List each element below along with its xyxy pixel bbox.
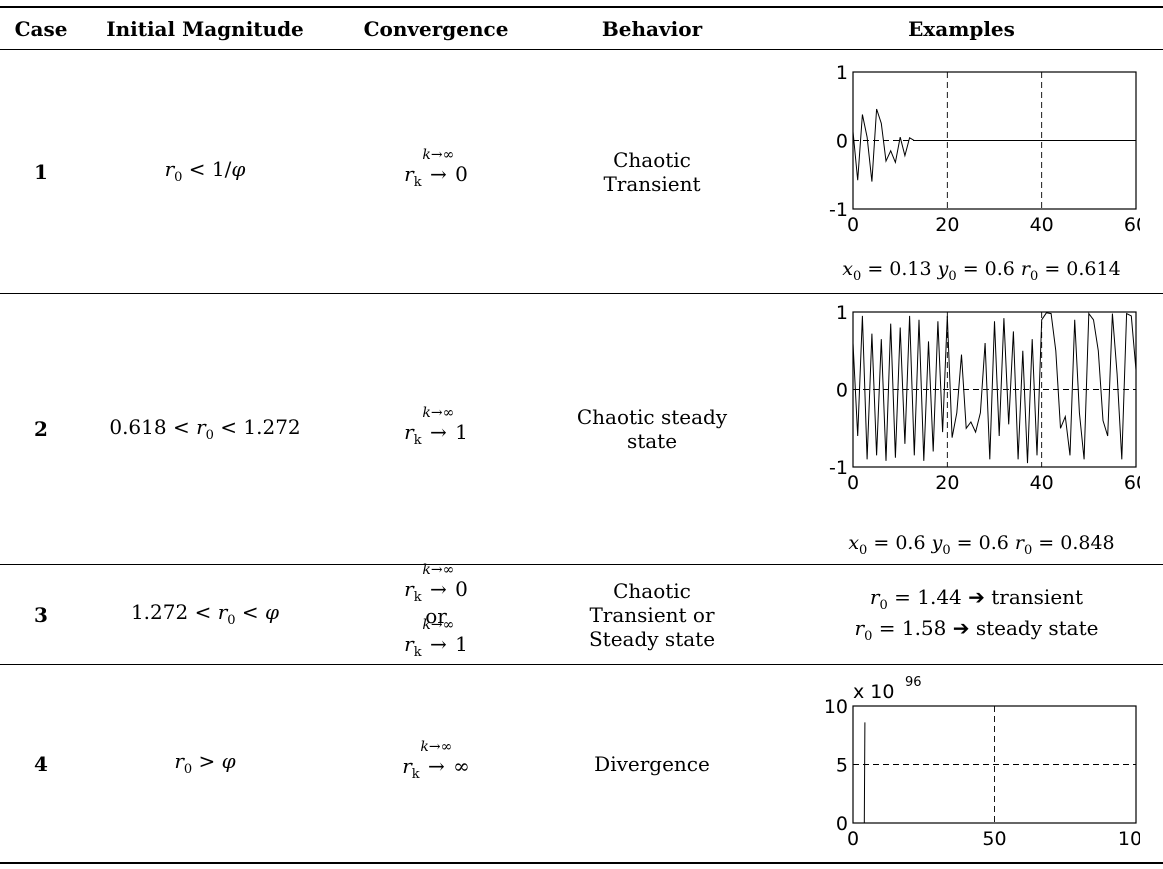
x-tick-label: 60 [1124,472,1140,494]
series-line [852,312,1137,464]
case-number: 4 [34,751,48,776]
bottom-rule [0,862,1163,864]
y-tick-label: -1 [829,199,848,221]
top-rule [0,6,1163,8]
convergence: rk k→∞ → 0 or rk k→∞ → 1 [404,561,468,660]
row-rule-1 [0,293,1163,294]
behavior: Chaotic Transient [603,147,701,196]
convergence: rk k→∞ → ∞ [402,739,470,783]
header-examples: Examples [908,17,1015,41]
x-tick-label: 100 [1118,828,1140,850]
x-tick-label: 20 [935,472,959,494]
x-tick-label: 0 [847,214,859,236]
x-tick-label: 0 [847,828,859,850]
case-number: 1 [34,159,48,184]
initial-magnitude: r0 < 1/φ [164,157,246,186]
y-tick-label: 5 [836,755,848,777]
examples-text: r0 = 1.44 ➔ transient r0 = 1.58 ➔ steady… [854,584,1099,644]
right-arrow-icon: ➔ [968,584,985,609]
example-caption-1: x0 = 0.13 y0 = 0.6 r0 = 0.614 [842,258,1121,284]
convergence: rk k→∞ → 1 [404,404,468,448]
initial-magnitude: 1.272 < r0 < φ [130,600,280,629]
y-tick-label: 1 [836,302,848,324]
header-convergence: Convergence [363,17,509,41]
y-tick-label: 0 [836,813,848,835]
convergence: rk k→∞ → 0 [404,147,468,191]
behavior: Divergence [594,751,710,776]
x-tick-label: 40 [1030,214,1054,236]
behavior: Chaotic steady state [576,405,728,453]
y-tick-label: 1 [836,62,848,84]
row-rule-2 [0,564,1163,565]
series-line [853,722,866,824]
x-tick-label: 60 [1124,214,1140,236]
header-behavior: Behavior [601,17,703,41]
x-tick-label: 50 [982,828,1006,850]
initial-magnitude: r0 > φ [174,749,236,778]
axis-scale-exponent: 96 [905,675,922,690]
case-number: 2 [34,417,48,441]
x-tick-label: 20 [935,214,959,236]
y-tick-label: -1 [829,457,848,479]
axis-scale-label: x 10 [853,681,894,703]
y-tick-label: 0 [836,131,848,153]
right-arrow-icon: ➔ [952,615,970,640]
x-tick-label: 0 [847,472,859,494]
header-rule [0,49,1163,50]
series-line [852,108,1136,182]
header-case: Case [14,17,68,41]
y-tick-label: 10 [824,696,848,718]
example-caption-2: x0 = 0.6 y0 = 0.6 r0 = 0.848 [848,532,1115,558]
header-initial-magnitude: Initial Magnitude [106,17,304,41]
behavior: Chaotic Transient or Steady state [588,578,716,651]
y-tick-label: 0 [836,380,848,402]
row-rule-3 [0,664,1163,665]
x-tick-label: 40 [1030,472,1054,494]
case-number: 3 [34,602,48,627]
initial-magnitude: 0.618 < r0 < 1.272 [109,414,301,443]
